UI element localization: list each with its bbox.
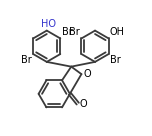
Text: Br: Br	[110, 55, 121, 65]
Text: Br: Br	[62, 27, 72, 37]
Text: HO: HO	[41, 18, 56, 29]
Text: Br: Br	[69, 27, 80, 37]
Text: Br: Br	[21, 55, 32, 65]
Text: OH: OH	[110, 27, 125, 37]
Text: O: O	[79, 99, 87, 109]
Text: O: O	[83, 69, 91, 79]
